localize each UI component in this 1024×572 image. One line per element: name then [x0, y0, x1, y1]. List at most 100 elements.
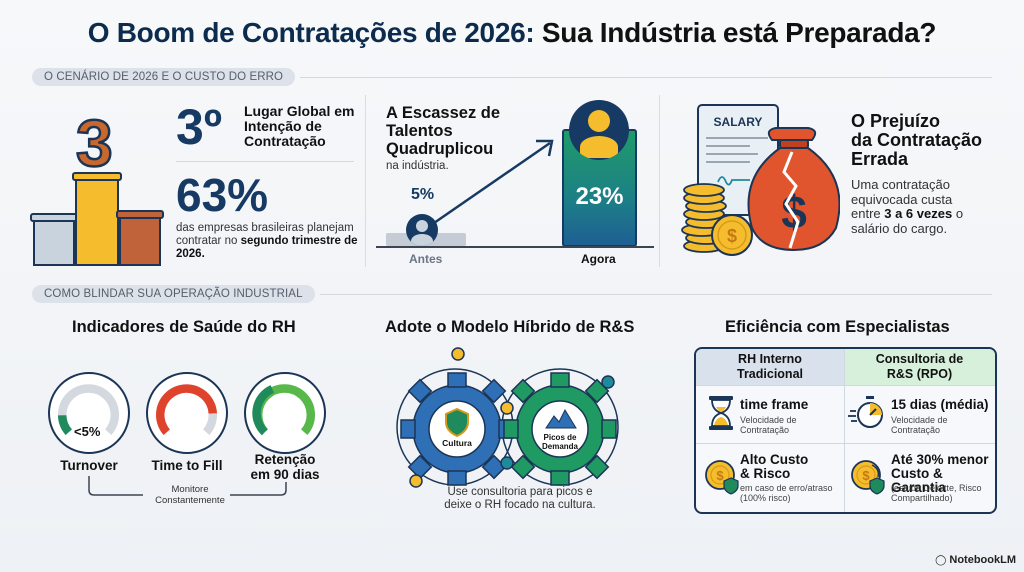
column-header-rpo: Consultoria de R&S (RPO): [844, 349, 995, 385]
coin-shield-arrow-icon: $: [851, 460, 885, 495]
turnover-gauge: <5%: [48, 372, 130, 454]
retention-label: Retenção em 90 dias: [240, 452, 330, 482]
table-row-divider: [696, 443, 995, 444]
hybrid-caption: Use consultoria para picos e deixe o RH …: [420, 486, 620, 512]
section-divider: [320, 294, 992, 295]
title-part-1: O Boom de Contratações de 2026:: [87, 17, 535, 48]
podium-left-block: [33, 220, 75, 266]
indicators-title: Indicadores de Saúde do RH: [72, 318, 296, 336]
after-label: Agora: [581, 252, 616, 266]
column-header-internal: RH Interno Tradicional: [696, 349, 844, 385]
cell-sub-line: Contratação: [891, 425, 941, 435]
chart-baseline: [376, 246, 654, 248]
before-value: 5%: [411, 186, 435, 203]
gear-left-label: Cultura: [442, 438, 472, 448]
salary-document-label: SALARY: [714, 115, 763, 129]
stat-divider: [176, 161, 354, 162]
mountain-icon: [545, 408, 577, 429]
cell-sub-line: Velocidade de: [740, 415, 797, 425]
monitor-bracket: [88, 476, 287, 496]
rpo-speed-label: Velocidade de Contratação: [891, 415, 948, 435]
turnover-gauge-value: <5%: [74, 424, 101, 439]
notebooklm-brand: ◯ NotebookLM: [935, 554, 1016, 566]
monitor-note: Monitore Constantemente: [140, 484, 240, 506]
wrong-hire-title-line: da Contratação: [851, 130, 983, 150]
internal-speed-value: time frame: [740, 397, 809, 412]
notebooklm-logo-icon: ◯: [935, 555, 947, 566]
podium-rank-number: 3: [75, 106, 114, 180]
intent-value: 63%: [176, 169, 269, 221]
after-avatar-icon: [569, 100, 629, 160]
internal-speed-label: Velocidade de Contratação: [740, 415, 797, 435]
column-divider: [365, 95, 366, 267]
shield-icon: [445, 407, 469, 438]
hybrid-caption-line: Use consultoria para picos e: [447, 486, 593, 498]
wrong-hire-text-bold: 3 a 6 vezes: [884, 206, 953, 221]
podium-right-block: [119, 217, 161, 266]
intent-text: das empresas brasileiras planejam contra…: [176, 222, 354, 247]
cell-sub-line: Compartilhado): [891, 493, 953, 503]
coin-shield-icon: $: [705, 460, 739, 495]
section-label-protection: COMO BLINDAR SUA OPERAÇÃO INDUSTRIAL: [32, 285, 315, 303]
wrong-hire-text: Uma contratação equivocada custa entre: [851, 177, 953, 221]
growth-arrow-icon: [433, 139, 554, 225]
scarcity-subtitle: na indústria.: [386, 160, 449, 172]
cell-main-line: Custo & Garantia: [891, 466, 946, 495]
svg-text:$: $: [727, 226, 737, 246]
salary-moneybag-illustration: SALARY $ $: [681, 104, 840, 256]
gear-right-label: Demanda: [542, 442, 579, 451]
section-label-scenario: O CENÁRIO DE 2026 E O CUSTO DO ERRO: [32, 68, 296, 86]
svg-text:$: $: [862, 468, 870, 483]
column-header-line: Consultoria de: [875, 352, 964, 366]
svg-text:$: $: [781, 186, 807, 238]
after-value: 23%: [575, 183, 624, 210]
page-title: O Boom de Contratações de 2026: Sua Indú…: [0, 17, 1024, 49]
wrong-hire-text: o salário do cargo.: [851, 206, 964, 236]
cell-sub-line: Contratação: [740, 425, 790, 435]
stopwatch-icon: [848, 396, 883, 428]
before-label: Antes: [409, 252, 443, 266]
turnover-label: Turnover: [60, 458, 118, 473]
cell-main-line: Alto Custo: [740, 452, 809, 467]
wrong-hire-title: O Prejuízo da Contratação Errada: [851, 112, 982, 169]
svg-text:$: $: [716, 468, 724, 483]
intent-text-bold: segundo trimestre de 2026.: [176, 235, 358, 260]
table-row-divider: [696, 385, 995, 386]
time-to-fill-gauge: [146, 372, 228, 454]
cell-sub-line: em caso de erro/atraso: [740, 483, 833, 493]
cell-sub-line: Velocidade de: [891, 415, 948, 425]
scarcity-title-line: A Escassez de: [386, 104, 501, 122]
scarcity-title: A Escassez de Talentos Quadruplicou: [386, 104, 500, 158]
hybrid-caption-line: deixe o RH focado na cultura.: [444, 499, 596, 511]
scarcity-title-line: Talentos: [386, 122, 453, 140]
wrong-hire-description: Uma contratação equivocada custa entre 3…: [851, 177, 971, 236]
cell-main-line: Até 30% menor: [891, 452, 989, 467]
podium-illustration: 3: [28, 106, 168, 266]
hybrid-title: Adote o Modelo Híbrido de R&S: [385, 318, 635, 336]
ranking-description: Lugar Global em Intenção de Contratação: [244, 103, 355, 149]
monitor-note-line: Monitore: [171, 484, 209, 495]
cell-main-line: & Risco: [740, 466, 791, 481]
hybrid-gears-illustration: Cultura Picos de Demanda: [396, 347, 619, 488]
scarcity-title-line: Quadruplicou: [386, 140, 494, 158]
intent-description: das empresas brasileiras planejam contra…: [176, 222, 366, 261]
brand-label: NotebookLM: [949, 554, 1016, 566]
cell-sub-line: (100% risco): [740, 493, 791, 503]
section-divider: [300, 77, 992, 78]
hourglass-icon: [709, 396, 733, 430]
efficiency-title: Eficiência com Especialistas: [725, 318, 950, 336]
column-header-line: R&S (RPO): [886, 367, 953, 381]
table-column-divider: [844, 349, 845, 512]
retention-label-line: Retenção: [254, 452, 316, 467]
before-avatar-icon: [406, 214, 438, 246]
title-part-2: Sua Indústria está Preparada?: [534, 17, 937, 48]
internal-cost-note: em caso de erro/atraso (100% risco): [740, 483, 833, 503]
monitor-note-line: Constantemente: [155, 495, 225, 506]
rpo-speed-value: 15 dias (média): [891, 397, 989, 412]
ranking-value: 3º: [176, 99, 223, 155]
podium-center-block: [75, 179, 119, 266]
rpo-cost-note: (estudo Deloitte, Risco Compartilhado): [891, 483, 982, 503]
internal-cost-value: Alto Custo & Risco: [740, 453, 808, 481]
comparison-table: RH Interno Tradicional Consultoria de R&…: [694, 347, 997, 514]
column-header-line: RH Interno: [738, 352, 802, 366]
